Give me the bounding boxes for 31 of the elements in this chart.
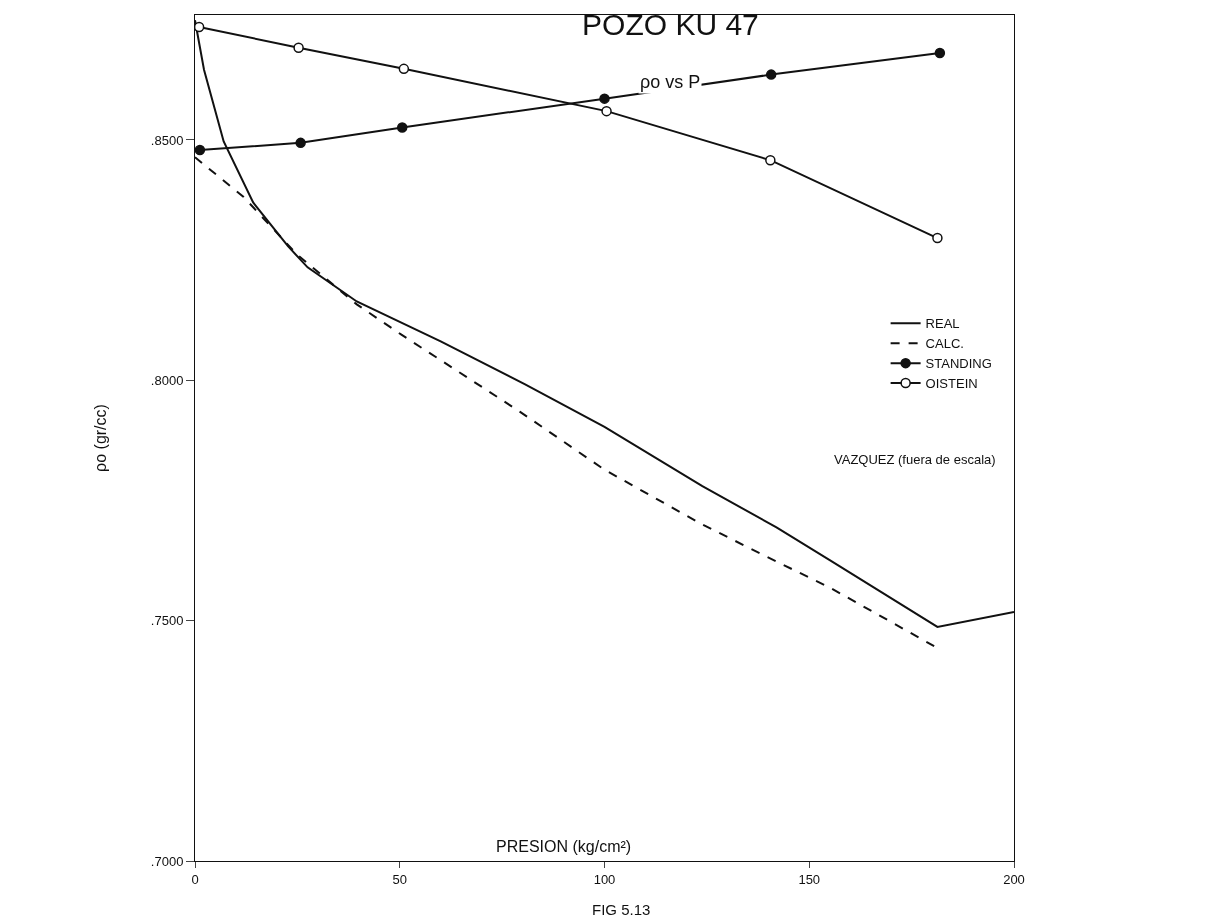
point: [599, 93, 610, 104]
caption: FIG 5.13: [592, 901, 651, 916]
legend-label: CALC.: [925, 336, 964, 352]
text: ρo vs P: [640, 72, 701, 92]
y-tick-label: .8500: [150, 132, 184, 148]
y-tick-label: .7500: [150, 613, 184, 629]
point: [195, 144, 206, 156]
x-tick-label: 200: [1003, 871, 1025, 887]
x-tick-label: 0: [191, 871, 199, 887]
point: [195, 21, 205, 33]
point: [293, 42, 304, 53]
point: [934, 47, 946, 59]
x-axis-title: PRESION (kg/cm²): [496, 838, 632, 855]
x-tick-label: 100: [593, 871, 616, 887]
point: [398, 63, 410, 75]
point: [765, 154, 776, 166]
legend-label: REAL: [925, 316, 960, 332]
y-axis-title: ρo (gr/cc): [91, 404, 109, 472]
y-tick-label: .8000: [150, 372, 184, 388]
legend-label: OISTEIN: [925, 376, 978, 392]
point: [601, 105, 612, 117]
x-tick-label: 50: [392, 871, 407, 887]
point: [765, 69, 777, 80]
annotation: VAZQUEZ (fuera de escala): [834, 452, 996, 467]
point: [932, 232, 943, 244]
x-tick-label: 150: [798, 871, 821, 887]
chart-title: POZO KU 47: [582, 7, 759, 41]
point: [396, 122, 408, 133]
legend-label: STANDING: [925, 356, 992, 372]
point: [295, 137, 306, 149]
y-tick-label: .7000: [150, 853, 184, 869]
